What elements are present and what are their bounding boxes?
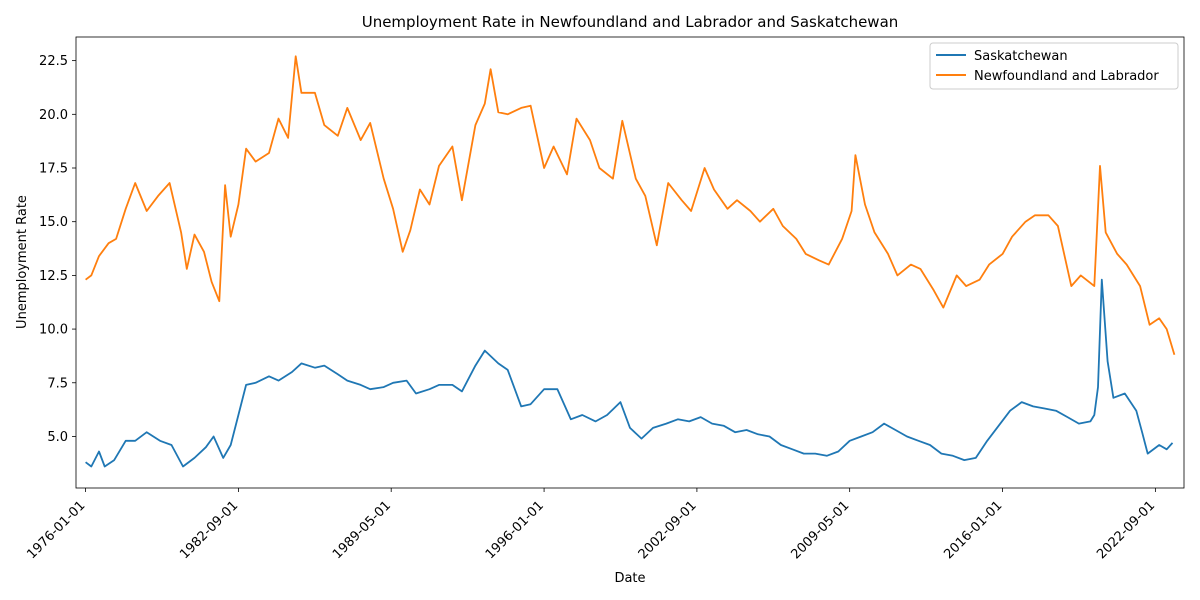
legend: Saskatchewan Newfoundland and Labrador	[929, 42, 1179, 90]
x-tick-label: 1976-01-01	[24, 498, 88, 562]
x-tick-label: 1996-01-01	[483, 498, 547, 562]
y-tick-label: 12.5	[39, 269, 68, 284]
y-axis: 5.0 7.5 10.0 12.5 15.0 17.5 20.0 22.5	[39, 54, 76, 445]
x-axis-label: Date	[614, 571, 645, 586]
x-tick-label: 2009-05-01	[788, 498, 852, 562]
x-tick-label: 2016-01-01	[941, 498, 1005, 562]
series-line-0	[85, 278, 1174, 468]
x-tick-label: 1989-05-01	[330, 498, 394, 562]
series-line-1	[85, 55, 1176, 356]
y-tick-label: 10.0	[39, 323, 68, 338]
y-tick-label: 17.5	[39, 162, 68, 177]
y-tick-label: 22.5	[39, 54, 68, 69]
y-tick-label: 5.0	[47, 430, 68, 445]
x-tick-label: 2002-09-01	[636, 498, 700, 562]
chart-title: Unemployment Rate in Newfoundland and La…	[362, 13, 899, 31]
y-tick-label: 7.5	[47, 376, 68, 391]
x-tick-label: 2022-09-01	[1094, 498, 1158, 562]
series-lines	[85, 55, 1176, 468]
legend-label-newfoundland: Newfoundland and Labrador	[974, 69, 1159, 84]
x-axis: 1976-01-01 1982-09-01 1989-05-01 1996-01-01…	[24, 488, 1158, 562]
legend-label-saskatchewan: Saskatchewan	[974, 49, 1068, 64]
plot-area	[75, 36, 1185, 489]
y-tick-label: 20.0	[39, 108, 68, 123]
legend-frame	[929, 42, 1179, 90]
x-tick-label: 1982-09-01	[177, 498, 241, 562]
y-axis-label: Unemployment Rate	[15, 195, 30, 329]
y-tick-label: 15.0	[39, 215, 68, 230]
